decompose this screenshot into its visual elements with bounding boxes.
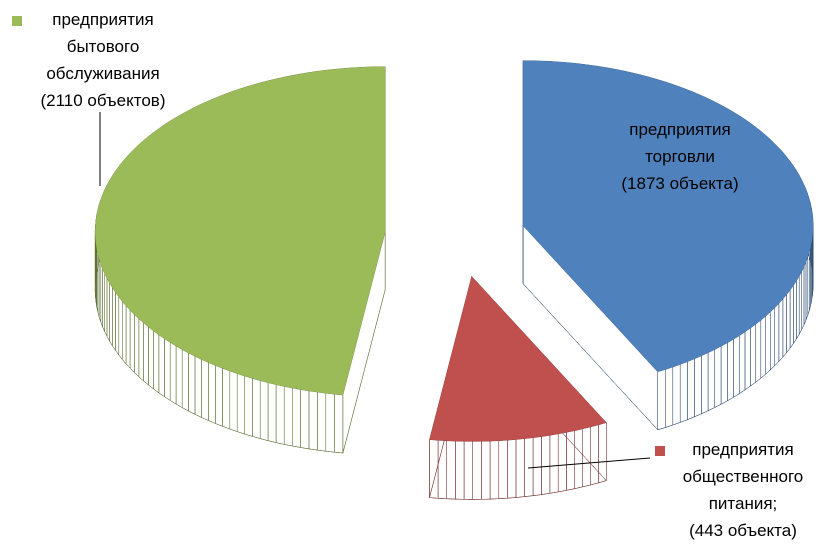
slice-label: предприятия бытового обслуживания (2110 … <box>28 6 178 114</box>
legend-marker <box>655 446 665 456</box>
slice-label: предприятия общественного питания; (443 … <box>668 436 818 544</box>
pie-slice <box>429 276 607 442</box>
legend-marker <box>590 126 600 136</box>
pie-slice <box>523 60 814 372</box>
category-label: предприятия общественного питания; <box>682 440 804 513</box>
category-label: предприятия торговли <box>629 120 731 166</box>
pie-slice <box>95 66 386 395</box>
legend-marker <box>12 16 22 26</box>
category-label: предприятия бытового обслуживания <box>46 10 160 83</box>
value-label: (443 объекта) <box>689 521 797 540</box>
leader-line <box>527 457 651 469</box>
slice-label: предприятия торговли (1873 объекта) <box>600 116 760 197</box>
value-label: (1873 объекта) <box>621 174 739 193</box>
value-label: (2110 объектов) <box>40 91 166 110</box>
